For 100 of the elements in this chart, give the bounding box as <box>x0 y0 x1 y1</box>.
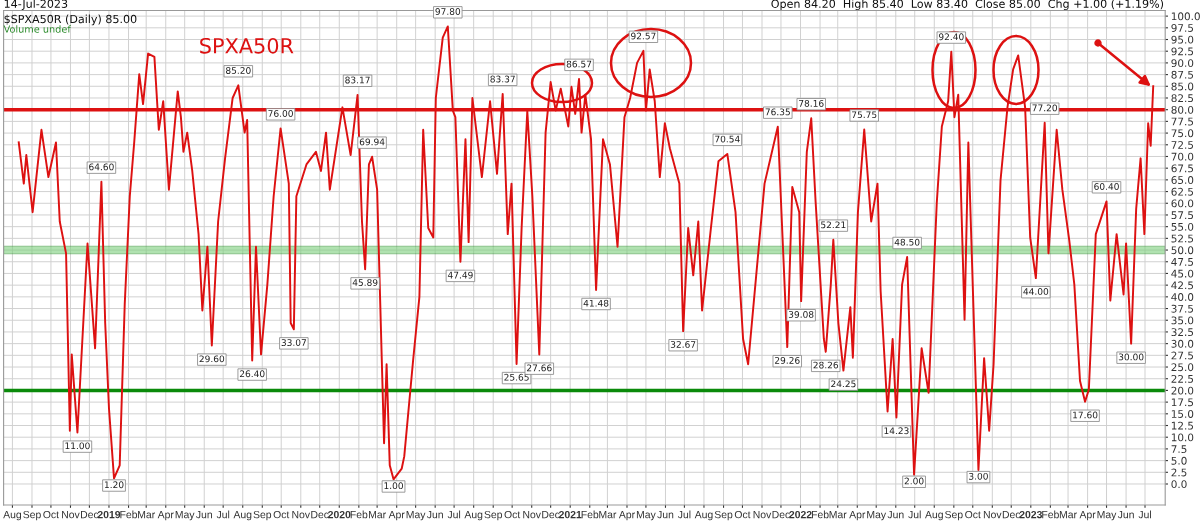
x-tick-label: Feb <box>581 510 599 519</box>
x-tick-label: Nov <box>753 510 772 519</box>
data-label: 48.50 <box>894 238 920 246</box>
x-tick-label: Jun <box>657 510 674 519</box>
x-tick-label: Jul <box>447 510 461 519</box>
data-label: 52.21 <box>821 221 846 229</box>
data-label: 1.00 <box>384 482 403 490</box>
data-label: 24.25 <box>831 380 856 388</box>
data-label: 83.37 <box>490 75 515 83</box>
y-tick-label: 92.5 <box>1171 47 1194 56</box>
data-label: 69.94 <box>359 138 385 146</box>
x-tick-label: Mar <box>369 510 386 519</box>
y-tick-label: 85.0 <box>1171 82 1194 91</box>
x-tick-label: Sep <box>484 510 503 521</box>
data-label: 11.00 <box>65 442 90 450</box>
x-tick-label: Apr <box>157 510 174 521</box>
x-tick-label: May <box>867 510 887 521</box>
x-tick-label: May <box>1097 510 1117 521</box>
data-label: 86.57 <box>566 60 592 68</box>
y-tick-label: 10.0 <box>1171 433 1194 442</box>
data-label: 44.00 <box>1023 288 1049 295</box>
x-tick-label: 2019 <box>97 510 121 519</box>
data-label: 92.57 <box>631 32 656 40</box>
x-tick-label: Dec <box>542 510 560 519</box>
y-tick-label: 22.5 <box>1171 374 1194 383</box>
x-tick-label: Mar <box>1059 510 1077 519</box>
x-tick-label: Apr <box>849 510 866 521</box>
data-label: 77.20 <box>1032 104 1058 112</box>
data-label: 47.49 <box>447 271 473 279</box>
data-label: 41.48 <box>583 299 609 307</box>
y-tick-label: 40.0 <box>1171 293 1194 301</box>
x-tick-label: Aug <box>925 510 943 521</box>
x-tick-label: Aug <box>3 510 22 521</box>
text: Open 84.20 High 85.40 Low 83.40 Close 85.00 Chg +1.00 (+1.19%) <box>771 0 1164 11</box>
x-tick-label: Jul <box>677 510 691 519</box>
annotation: Volume undef <box>3 25 71 33</box>
x-tick-label: Aug <box>464 510 483 521</box>
data-label: 97.80 <box>435 8 461 15</box>
x-tick-label: Jun <box>196 510 212 519</box>
data-label: 60.40 <box>1094 183 1119 190</box>
y-tick-label: 97.5 <box>1171 24 1194 32</box>
x-tick-label: Apr <box>388 510 405 521</box>
data-label: 17.60 <box>1073 411 1098 419</box>
annotation: $SPXA50R (Daily) 85.00 <box>4 14 137 26</box>
data-label: 2.00 <box>904 477 924 485</box>
y-tick-label: 15.0 <box>1171 410 1194 418</box>
x-tick-label: Feb <box>1042 510 1059 519</box>
x-tick-label: Dec <box>772 510 790 519</box>
y-tick-label: 12.5 <box>1171 421 1194 430</box>
x-tick-label: Nov <box>983 510 1002 519</box>
y-tick-label: 47.5 <box>1171 258 1194 266</box>
y-tick-label: 62.5 <box>1171 187 1194 196</box>
x-tick-label: 2021 <box>558 510 582 519</box>
x-tick-label: May <box>175 510 195 521</box>
x-tick-label: Jun <box>1117 510 1134 519</box>
x-tick-label: Mar <box>829 510 847 519</box>
x-tick-label: Jun <box>887 510 904 519</box>
data-label: 26.40 <box>239 370 265 378</box>
y-tick-label: 70.0 <box>1171 152 1194 161</box>
x-tick-label: Oct <box>734 510 751 519</box>
data-label: 28.26 <box>813 361 839 369</box>
data-label: 3.00 <box>969 472 988 480</box>
y-tick-label: 42.5 <box>1171 281 1194 290</box>
x-tick-label: Jul <box>216 510 230 519</box>
x-tick-label: Nov <box>292 510 311 519</box>
data-label: 29.60 <box>199 355 225 363</box>
x-tick-label: Aug <box>694 510 713 521</box>
data-label: 83.17 <box>345 76 370 84</box>
y-tick-label: 20.0 <box>1171 386 1194 395</box>
y-tick-label: 60.0 <box>1171 199 1194 208</box>
x-tick-label: Mar <box>138 510 155 519</box>
x-tick-label: Jul <box>908 510 921 519</box>
y-tick-label: 27.5 <box>1171 351 1194 360</box>
data-label: 75.75 <box>852 111 877 119</box>
y-tick-label: 37.5 <box>1171 304 1194 313</box>
x-tick-label: May <box>406 510 426 521</box>
x-tick-label: Apr <box>618 510 635 521</box>
x-tick-label: Aug <box>233 510 252 521</box>
x-tick-label: 2022 <box>789 510 812 519</box>
x-tick-label: Jun <box>426 510 443 519</box>
y-tick-label: 77.5 <box>1171 117 1194 126</box>
x-tick-label: Mar <box>599 510 617 519</box>
y-tick-label: 65.0 <box>1171 176 1194 184</box>
data-label: 76.35 <box>765 108 790 116</box>
data-label: 39.08 <box>788 311 814 318</box>
y-tick-label: 80.0 <box>1171 105 1194 114</box>
y-tick-label: 87.5 <box>1171 70 1194 79</box>
x-tick-label: Oct <box>504 510 521 519</box>
x-tick-label: Oct <box>965 510 981 519</box>
y-tick-label: 25.0 <box>1171 363 1194 372</box>
data-label: 76.00 <box>268 110 293 117</box>
x-tick-label: Sep <box>23 510 41 521</box>
y-tick-label: 32.5 <box>1171 328 1194 337</box>
y-tick-label: 82.5 <box>1171 94 1194 103</box>
x-tick-label: Sep <box>253 510 272 521</box>
y-tick-label: 45.0 <box>1171 269 1194 278</box>
y-tick-label: 75.0 <box>1171 129 1194 138</box>
y-tick-label: 7.5 <box>1171 445 1187 454</box>
data-label: 27.66 <box>527 364 552 372</box>
data-label: 29.26 <box>774 356 800 364</box>
